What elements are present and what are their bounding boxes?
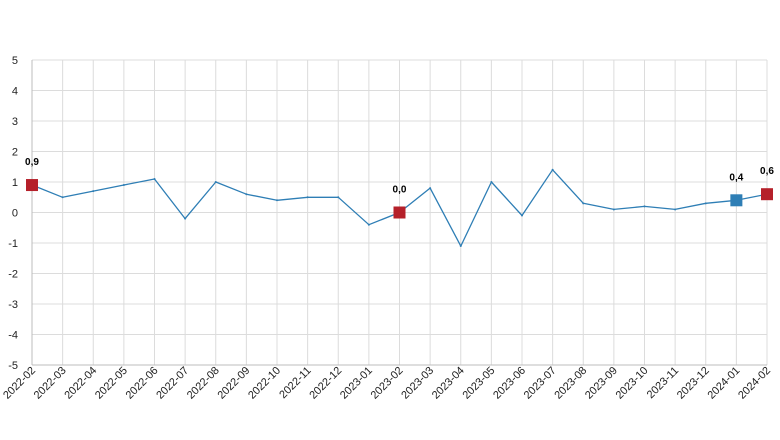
y-tick-label: -3 [8, 299, 18, 311]
x-tick-label: 2023-02 [369, 365, 406, 402]
x-tick-label: 2022-12 [307, 365, 344, 402]
highlight-marker [761, 188, 773, 201]
y-tick-label: -4 [8, 330, 18, 342]
x-tick-label: 2023-06 [491, 365, 528, 402]
x-tick-label: 2023-12 [675, 365, 712, 402]
data-point [306, 196, 309, 199]
data-point [551, 168, 554, 171]
x-tick-label: 2022-10 [246, 365, 283, 402]
x-tick-label: 2023-10 [614, 365, 651, 402]
data-point [122, 184, 125, 187]
highlight-marker [26, 179, 38, 192]
data-point [153, 177, 156, 180]
data-point [245, 193, 248, 196]
data-point [674, 208, 677, 211]
data-point [643, 205, 646, 208]
x-tick-label: 2023-09 [583, 365, 620, 402]
x-tick-label: 2023-07 [522, 365, 559, 402]
x-tick-label: 2022-11 [277, 365, 313, 401]
data-label: 0,4 [729, 172, 743, 183]
x-tick-label: 2023-01 [338, 365, 375, 402]
x-tick-label: 2022-05 [93, 365, 130, 402]
x-tick-label: 2022-08 [185, 365, 222, 402]
y-tick-label: 1 [12, 177, 18, 189]
data-label: 0,6 [760, 166, 774, 177]
x-tick-label: 2023-05 [460, 365, 497, 402]
data-point [429, 187, 432, 190]
x-tick-label: 2022-06 [124, 365, 161, 402]
data-point [92, 190, 95, 193]
x-tick-label: 2022-03 [32, 365, 69, 402]
highlight-marker [730, 194, 743, 207]
y-tick-label: -5 [8, 360, 18, 372]
data-point [276, 199, 278, 202]
data-point [612, 208, 615, 211]
x-tick-label: 2024-01 [705, 365, 742, 402]
data-point [521, 214, 523, 217]
data-label: 0,0 [393, 185, 407, 196]
x-tick-label: 2022-09 [215, 365, 252, 402]
data-point [704, 202, 707, 205]
data-point [582, 202, 585, 205]
highlight-marker [393, 206, 406, 219]
x-tick-label: 2023-11 [645, 365, 681, 401]
highlight-markers: 0,9 0,0 0,4 0,6 [25, 157, 774, 219]
y-axis: 5 4 3 2 1 0 -1 -2 -3 -4 -5 [8, 55, 33, 372]
y-tick-label: -1 [8, 238, 18, 250]
data-point [367, 223, 370, 226]
y-tick-label: 3 [12, 116, 18, 128]
x-tick-label: 2022-07 [154, 365, 191, 402]
data-point [214, 181, 217, 183]
x-tick-label: 2024-02 [736, 365, 773, 402]
data-point [490, 181, 493, 183]
data-point [61, 196, 64, 199]
x-tick-label: 2022-04 [62, 365, 99, 402]
x-axis: 2022-022022-032022-042022-052022-062022-… [1, 364, 773, 402]
x-tick-label: 2022-02 [1, 365, 38, 402]
y-tick-label: 2 [12, 147, 18, 159]
data-label: 0,9 [25, 157, 39, 168]
y-tick-label: 4 [12, 86, 18, 98]
x-tick-label: 2023-08 [552, 365, 589, 402]
data-point [337, 196, 340, 199]
data-point [459, 245, 462, 248]
x-tick-label: 2023-04 [430, 365, 467, 402]
data-point [184, 217, 187, 220]
y-tick-label: -2 [8, 269, 18, 281]
y-tick-label: 0 [12, 208, 18, 220]
x-tick-label: 2023-03 [399, 365, 436, 402]
y-tick-label: 5 [12, 55, 18, 67]
